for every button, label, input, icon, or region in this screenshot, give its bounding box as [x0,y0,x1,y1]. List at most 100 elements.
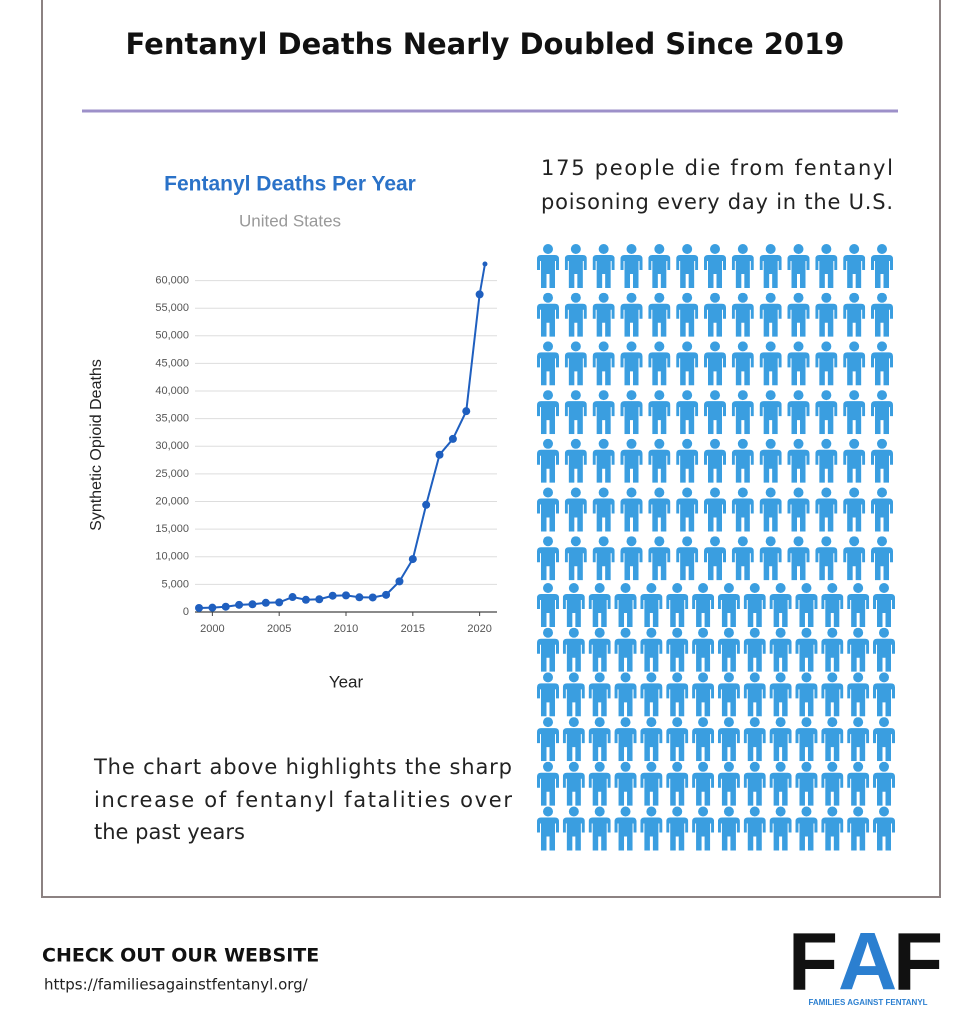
person-icon [537,487,559,532]
person-icon [704,341,726,386]
page-title: Fentanyl Deaths Nearly Doubled Since 201… [126,27,845,61]
person-icon [620,536,643,581]
person-icon [562,761,585,806]
person-icon [592,536,615,581]
person-icon [873,806,895,851]
person-icon [648,292,671,337]
person-icon [537,390,559,435]
person-icon [537,583,559,627]
person-icon [620,487,643,532]
data-point [475,290,484,299]
person-icon [676,292,699,337]
person-icon [692,717,715,762]
person-icon [537,717,559,762]
person-icon [704,438,726,483]
person-icon [787,487,810,532]
logo-tagline: FAMILIES AGAINST FENTANYL [808,998,927,1007]
y-tick-label: 40,000 [155,385,189,397]
person-icon [843,487,866,532]
y-tick-label: 10,000 [155,551,189,563]
person-icon [871,341,893,386]
person-icon [592,438,615,483]
person-icon [743,672,766,717]
person-icon [640,717,663,762]
data-point [261,598,270,607]
x-axis-label: Year [329,672,364,691]
data-point [275,598,284,607]
person-icon [588,627,611,672]
person-icon [787,292,810,337]
person-icon [717,717,740,762]
person-icon [704,244,726,288]
person-icon [847,806,870,851]
y-tick-label: 20,000 [155,495,189,507]
person-icon [648,438,671,483]
person-icon [717,583,740,627]
person-icon [871,487,893,532]
person-icon [815,536,838,581]
stat-text: poisoning every day in the U.S. [541,190,893,214]
person-icon [562,806,585,851]
person-icon [537,761,559,806]
person-icon [743,583,766,627]
person-icon [787,341,810,386]
person-icon [731,244,754,288]
person-icon [588,761,611,806]
y-tick-label: 5,000 [161,578,189,590]
person-icon [692,672,715,717]
person-icon [759,341,782,386]
person-icon [692,761,715,806]
person-icon [640,627,663,672]
person-icon [815,438,838,483]
person-icon [717,761,740,806]
person-icon [759,438,782,483]
logo-letter: F [788,917,838,1008]
y-tick-label: 0 [183,606,189,618]
x-tick-label: 2010 [334,623,358,635]
person-icon [640,672,663,717]
person-icon [620,244,643,288]
data-point [248,600,257,609]
person-icon [648,244,671,288]
person-icon [588,672,611,717]
logo-letter: F [893,917,943,1008]
x-tick-label: 2015 [401,623,425,635]
data-point [235,600,244,609]
person-icon [704,292,726,337]
data-point [448,434,457,443]
person-icon [769,717,792,762]
person-icon [759,487,782,532]
person-icon [564,438,587,483]
logo-letter: A [838,917,897,1008]
person-icon [692,806,715,851]
person-icon [537,536,559,581]
person-icon [847,717,870,762]
person-icon [614,717,637,762]
data-point [368,593,377,602]
person-icon [731,438,754,483]
person-icon [588,583,611,627]
person-icon [564,292,587,337]
data-point [342,591,350,600]
person-icon [871,244,893,288]
data-point [355,593,364,602]
person-icon [731,536,754,581]
person-icon [666,717,689,762]
person-icon [676,438,699,483]
footer-url[interactable]: https://familiesagainstfentanyl.org/ [44,976,309,994]
footer-heading: CHECK OUT OUR WEBSITE [42,945,319,967]
person-icon [815,292,838,337]
person-icon [821,717,844,762]
person-icon [717,627,740,672]
person-icon [759,292,782,337]
data-point [221,602,230,611]
person-icon [692,627,715,672]
person-icon [717,806,740,851]
person-icon [731,341,754,386]
person-icon [676,244,699,288]
person-icon [843,438,866,483]
person-icon [562,583,585,627]
person-icon [537,292,559,337]
y-tick-label: 50,000 [155,330,189,342]
person-icon [704,536,726,581]
